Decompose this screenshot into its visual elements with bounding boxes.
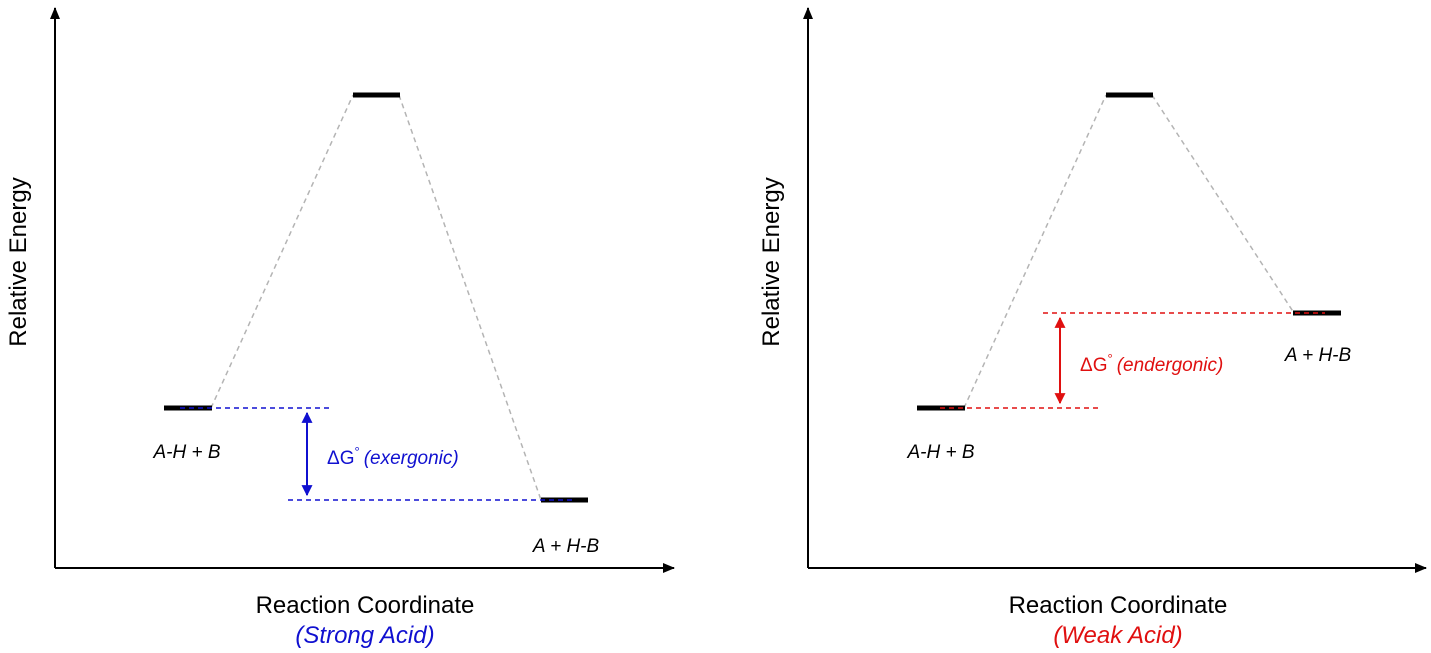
products-label: A + H-B [1284, 345, 1352, 366]
weak-acid-panel: Relative Energy A-H + B A + H-B ΔG° (ende… [758, 7, 1427, 649]
panel-caption: (Weak Acid) [1053, 622, 1182, 649]
delta-g-degree: ° [1107, 351, 1112, 366]
y-axis-label: Relative Energy [5, 177, 32, 346]
reactants-label: A-H + B [906, 442, 974, 463]
reactants-label: A-H + B [152, 442, 220, 463]
delta-g-symbol: ΔG [1080, 355, 1107, 376]
delta-g-symbol: ΔG [327, 448, 354, 469]
x-axis-label: Reaction Coordinate [1009, 592, 1228, 619]
products-label: A + H-B [532, 536, 600, 557]
connector-ts-to-product [398, 94, 542, 501]
connector-reactant-to-ts [963, 94, 1107, 409]
x-axis-label: Reaction Coordinate [256, 592, 475, 619]
panel-caption: (Strong Acid) [295, 622, 434, 649]
y-axis-label: Relative Energy [758, 177, 785, 346]
delta-g-note: (exergonic) [364, 448, 459, 469]
delta-g-label: ΔG° (endergonic) [1080, 351, 1223, 376]
delta-g-note: (endergonic) [1117, 355, 1224, 376]
connector-ts-to-product [1151, 94, 1295, 314]
delta-g-degree: ° [354, 444, 359, 459]
strong-acid-panel: Relative Energy A-H + B A + H-B ΔG° (exer… [5, 7, 675, 649]
delta-g-label: ΔG° (exergonic) [327, 444, 459, 469]
connector-reactant-to-ts [210, 94, 354, 409]
